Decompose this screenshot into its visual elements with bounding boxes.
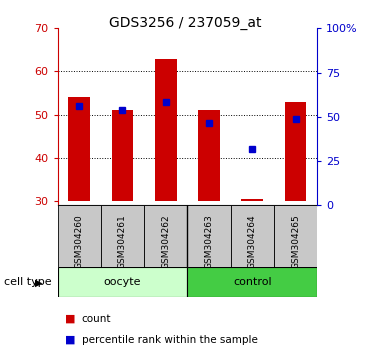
Bar <box>101 205 144 267</box>
Bar <box>242 199 263 201</box>
Bar <box>187 205 231 267</box>
Bar <box>285 102 306 201</box>
Text: oocyte: oocyte <box>104 277 141 287</box>
Text: ■: ■ <box>65 314 75 324</box>
Text: count: count <box>82 314 111 324</box>
Text: control: control <box>233 277 272 287</box>
Text: GSM304265: GSM304265 <box>291 215 300 269</box>
Text: percentile rank within the sample: percentile rank within the sample <box>82 335 257 345</box>
Text: cell type: cell type <box>4 277 51 287</box>
Text: GSM304262: GSM304262 <box>161 215 170 269</box>
Bar <box>155 58 177 201</box>
Text: ▶: ▶ <box>35 277 43 287</box>
Bar <box>58 205 101 267</box>
Bar <box>198 110 220 201</box>
Bar <box>58 267 187 297</box>
Bar <box>274 205 317 267</box>
Text: ■: ■ <box>65 335 75 345</box>
Text: GSM304260: GSM304260 <box>75 215 83 269</box>
Bar <box>187 267 317 297</box>
Bar <box>144 205 187 267</box>
Text: GSM304263: GSM304263 <box>204 215 213 269</box>
Text: GSM304264: GSM304264 <box>248 215 257 269</box>
Text: GDS3256 / 237059_at: GDS3256 / 237059_at <box>109 16 262 30</box>
Bar <box>112 110 133 201</box>
Bar <box>68 97 90 201</box>
Bar <box>231 205 274 267</box>
Text: GSM304261: GSM304261 <box>118 215 127 269</box>
